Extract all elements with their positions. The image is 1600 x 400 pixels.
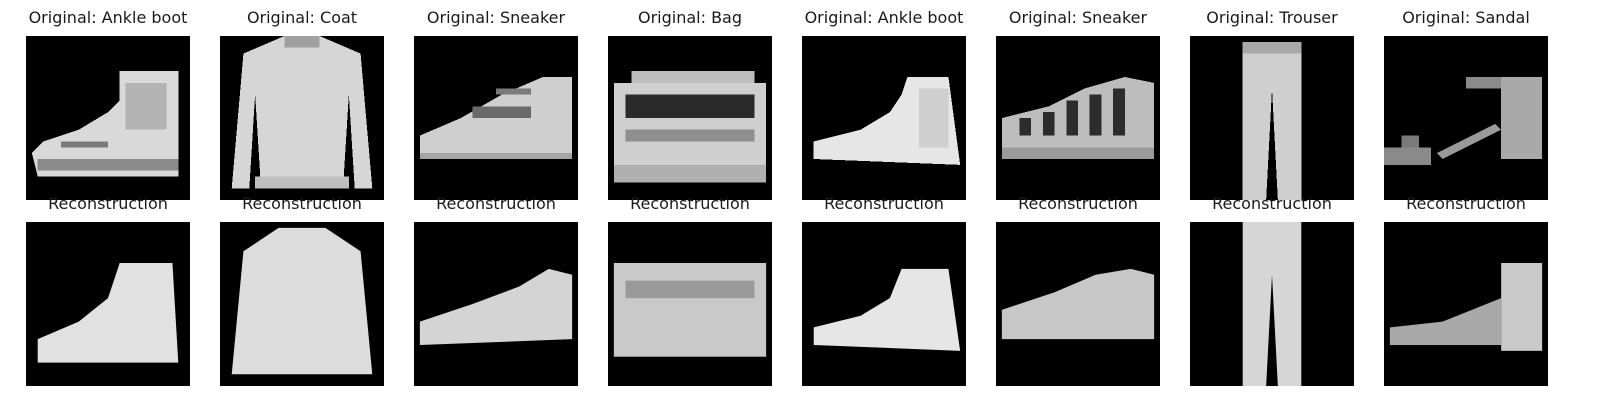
panel-title: Original: Ankle boot [28, 8, 188, 27]
image-reconstruction-bag [608, 222, 772, 386]
panel-title: Reconstruction [242, 194, 362, 213]
panel-title: Original: Bag [637, 8, 743, 27]
image-original-trouser [1190, 36, 1354, 200]
panel-title: Reconstruction [48, 194, 168, 213]
panel-title: Reconstruction [1018, 194, 1138, 213]
image-reconstruction-coat [220, 222, 384, 386]
panel-title: Reconstruction [824, 194, 944, 213]
panel-title: Reconstruction [630, 194, 750, 213]
image-reconstruction-ankle-boot [26, 222, 190, 386]
image-original-sneaker-2 [996, 36, 1160, 200]
panel-title: Original: Ankle boot [804, 8, 964, 27]
panel-title: Original: Trouser [1206, 8, 1338, 27]
image-reconstruction-sneaker-2 [996, 222, 1160, 386]
panel-title: Original: Sandal [1402, 8, 1530, 27]
image-original-ankle-boot [26, 36, 190, 200]
panel-title: Reconstruction [1406, 194, 1526, 213]
image-original-sneaker [414, 36, 578, 200]
image-reconstruction-ankle-boot-2 [802, 222, 966, 386]
image-original-ankle-boot-2 [802, 36, 966, 200]
panel-title: Reconstruction [436, 194, 556, 213]
image-original-coat [220, 36, 384, 200]
image-original-bag [608, 36, 772, 200]
panel-title: Original: Coat [246, 8, 358, 27]
image-reconstruction-trouser [1190, 222, 1354, 386]
panel-title: Original: Sneaker [426, 8, 566, 27]
panel-title: Reconstruction [1212, 194, 1332, 213]
panel-title: Original: Sneaker [1008, 8, 1148, 27]
image-reconstruction-sneaker [414, 222, 578, 386]
image-reconstruction-sandal [1384, 222, 1548, 386]
image-original-sandal [1384, 36, 1548, 200]
